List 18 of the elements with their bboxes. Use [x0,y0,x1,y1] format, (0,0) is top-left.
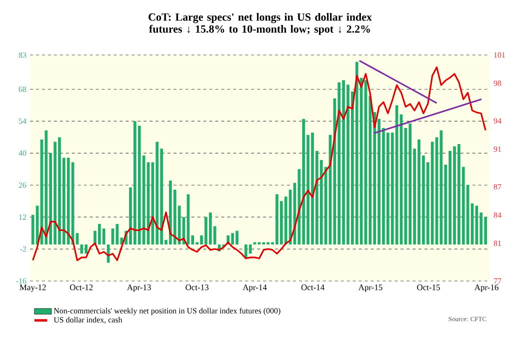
x-tick-label: Oct-15 [417,284,440,290]
bar [84,244,88,254]
x-tick-label: Apr-14 [242,284,267,292]
x-tick-label: Oct-14 [301,284,324,290]
x-tick-label: May-12 [20,284,46,292]
bar [355,62,358,244]
bar [156,142,159,244]
bar [248,244,252,254]
x-tick-label: Apr-15 [358,284,382,292]
chart-title: CoT: Large specs' net longs in US dollar index futures ↓ 15.8% to 10-month low; spot ↓ 2.2% [148,13,372,35]
bar [66,158,70,244]
x-tick-label: Oct-12 [70,284,93,290]
bar [408,123,412,244]
x-tick-label: Oct-13 [186,284,209,290]
bar [102,228,106,244]
bar [44,130,48,244]
x-tick-label: Apr-16 [474,284,498,292]
x-tick-label: Apr-13 [126,284,151,292]
